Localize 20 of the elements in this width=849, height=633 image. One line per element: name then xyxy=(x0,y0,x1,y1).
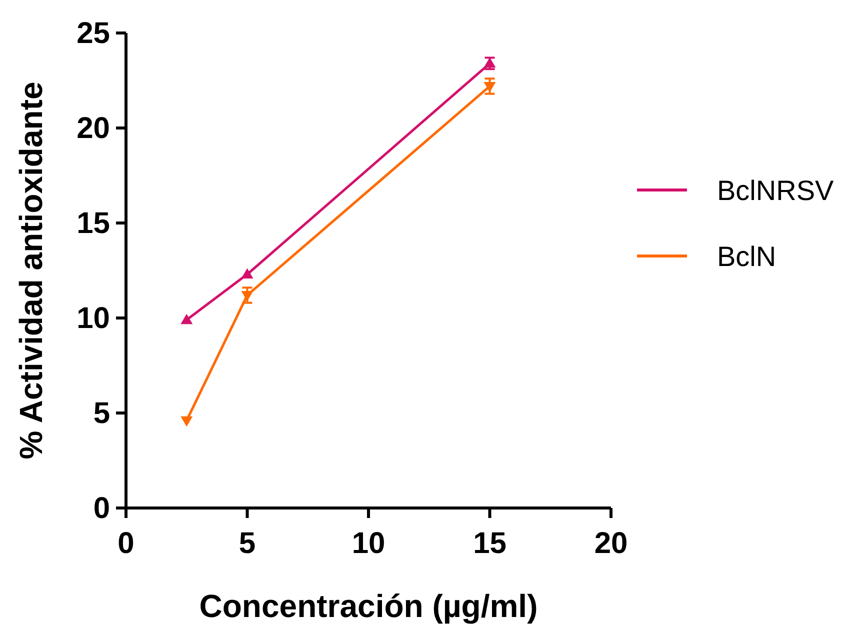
point xyxy=(484,57,496,68)
x-axis-title: Concentración (µg/ml) xyxy=(199,588,538,624)
x-tick-label: 20 xyxy=(594,527,628,560)
x-tick-label: 15 xyxy=(473,527,506,560)
y-axis-title: % Actividad antioxidante xyxy=(13,82,49,460)
y-tick-label: 5 xyxy=(93,397,110,430)
point xyxy=(180,314,193,324)
point xyxy=(241,268,254,278)
y-tick-label: 0 xyxy=(93,492,110,525)
y-tick-label: 10 xyxy=(76,302,110,335)
x-tick-label: 10 xyxy=(352,527,386,560)
legend-label: BclN xyxy=(717,241,776,272)
x-tick-label: 5 xyxy=(238,527,256,560)
legend-label: BclNRSV xyxy=(717,175,834,206)
y-tick-label: 15 xyxy=(76,207,110,240)
point xyxy=(180,416,193,427)
y-tick-label: 20 xyxy=(76,112,110,145)
x-tick-label: 0 xyxy=(118,527,134,560)
point xyxy=(241,291,254,302)
y-tick-label: 25 xyxy=(76,17,110,50)
